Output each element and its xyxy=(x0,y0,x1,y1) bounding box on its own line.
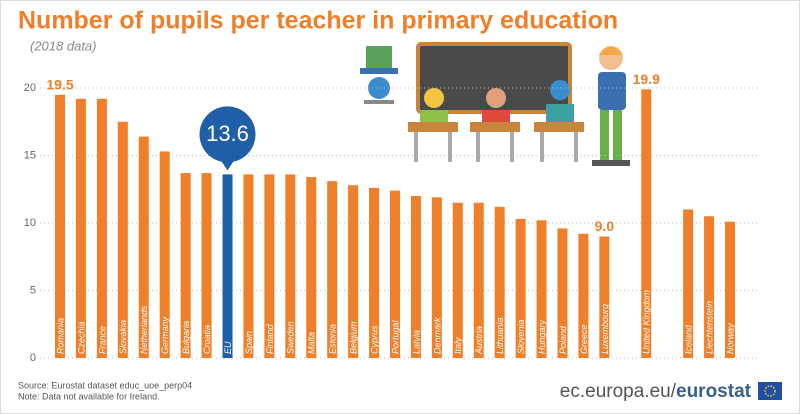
y-tick-label: 10 xyxy=(24,217,36,229)
bar xyxy=(725,221,735,358)
bar xyxy=(285,174,296,358)
classroom-illustration xyxy=(360,42,630,166)
bar xyxy=(306,177,317,358)
x-tick-label: Slovakia xyxy=(118,320,128,354)
x-tick-label: Romania xyxy=(55,318,65,354)
bar xyxy=(55,94,65,358)
x-tick-label: Norway xyxy=(725,323,735,354)
x-tick-label: Slovenia xyxy=(516,319,526,354)
value-label: 9.0 xyxy=(595,218,615,234)
x-tick-label: Cyprus xyxy=(369,325,379,354)
bar xyxy=(96,98,107,359)
bar xyxy=(369,187,380,358)
bar xyxy=(683,209,694,358)
eu-flag xyxy=(758,382,782,400)
bar xyxy=(159,151,170,358)
bar xyxy=(243,174,254,358)
x-tick-label: Hungary xyxy=(537,319,547,354)
bar xyxy=(704,216,715,358)
bar xyxy=(327,181,338,358)
x-tick-label: Netherlands xyxy=(139,305,149,354)
x-tick-label: Spain xyxy=(244,331,254,354)
eu-stars xyxy=(764,385,776,397)
x-tick-label: Lithuania xyxy=(495,317,505,354)
callout-bubble xyxy=(199,106,256,163)
bar xyxy=(201,173,212,358)
x-tick-label: Austria xyxy=(474,326,484,355)
bar xyxy=(578,233,589,358)
bar xyxy=(599,236,610,358)
x-tick-label: Belgium xyxy=(349,321,359,354)
x-tick-label: Germany xyxy=(160,316,170,354)
x-tick-label: United Kingdom xyxy=(642,289,652,354)
x-tick-label: Croatia xyxy=(202,325,212,354)
data-note: Note: Data not available for Ireland. xyxy=(18,391,160,401)
value-label: 19.9 xyxy=(633,71,660,87)
chart-title: Number of pupils per teacher in primary … xyxy=(18,7,618,35)
bar xyxy=(515,218,526,358)
x-tick-label: Sweden xyxy=(286,321,296,354)
site-name: ec.europa.eu/ xyxy=(560,381,677,402)
bar xyxy=(431,197,442,358)
bar xyxy=(494,206,505,358)
chart-subtitle: (2018 data) xyxy=(30,38,97,53)
x-tick-label: Luxembourg xyxy=(600,304,610,354)
value-label: 19.5 xyxy=(46,76,73,92)
x-tick-label: Liechtenstein xyxy=(704,301,714,354)
y-tick-label: 5 xyxy=(30,284,36,296)
bar xyxy=(180,173,191,358)
bar xyxy=(138,136,149,358)
bar xyxy=(536,220,547,358)
x-tick-label: Bulgaria xyxy=(181,321,191,354)
bar xyxy=(641,89,652,358)
source-note: Source: Eurostat dataset educ_uoe_perp04 xyxy=(18,380,192,390)
y-tick-label: 20 xyxy=(24,82,36,94)
x-tick-label: Latvia xyxy=(411,330,421,354)
x-tick-label: Italy xyxy=(453,337,463,354)
x-tick-label: Denmark xyxy=(432,317,442,354)
x-tick-label: Greece xyxy=(579,324,589,354)
brand-name: eurostat xyxy=(676,381,752,402)
x-tick-label: EU xyxy=(223,341,233,354)
bar xyxy=(117,121,128,358)
y-tick-label: 0 xyxy=(30,352,36,364)
y-tick-label: 15 xyxy=(24,149,36,161)
bar xyxy=(390,190,400,358)
x-tick-label: Finland xyxy=(265,323,275,354)
bar xyxy=(410,196,421,358)
x-tick-label: Malta xyxy=(307,332,317,354)
bar xyxy=(473,202,484,358)
bar xyxy=(557,228,568,358)
x-tick-label: Poland xyxy=(558,325,568,354)
bar xyxy=(348,185,359,358)
x-tick-label: Portugal xyxy=(390,319,400,354)
x-tick-label: France xyxy=(97,326,107,354)
x-tick-label: Czechia xyxy=(76,321,86,354)
x-tick-label: Iceland xyxy=(684,324,694,354)
bar xyxy=(452,202,463,358)
bar xyxy=(75,98,86,359)
value-label: 13.6 xyxy=(206,121,249,146)
x-tick-label: Estonia xyxy=(328,324,338,354)
bar xyxy=(222,174,233,358)
bar xyxy=(264,174,275,358)
